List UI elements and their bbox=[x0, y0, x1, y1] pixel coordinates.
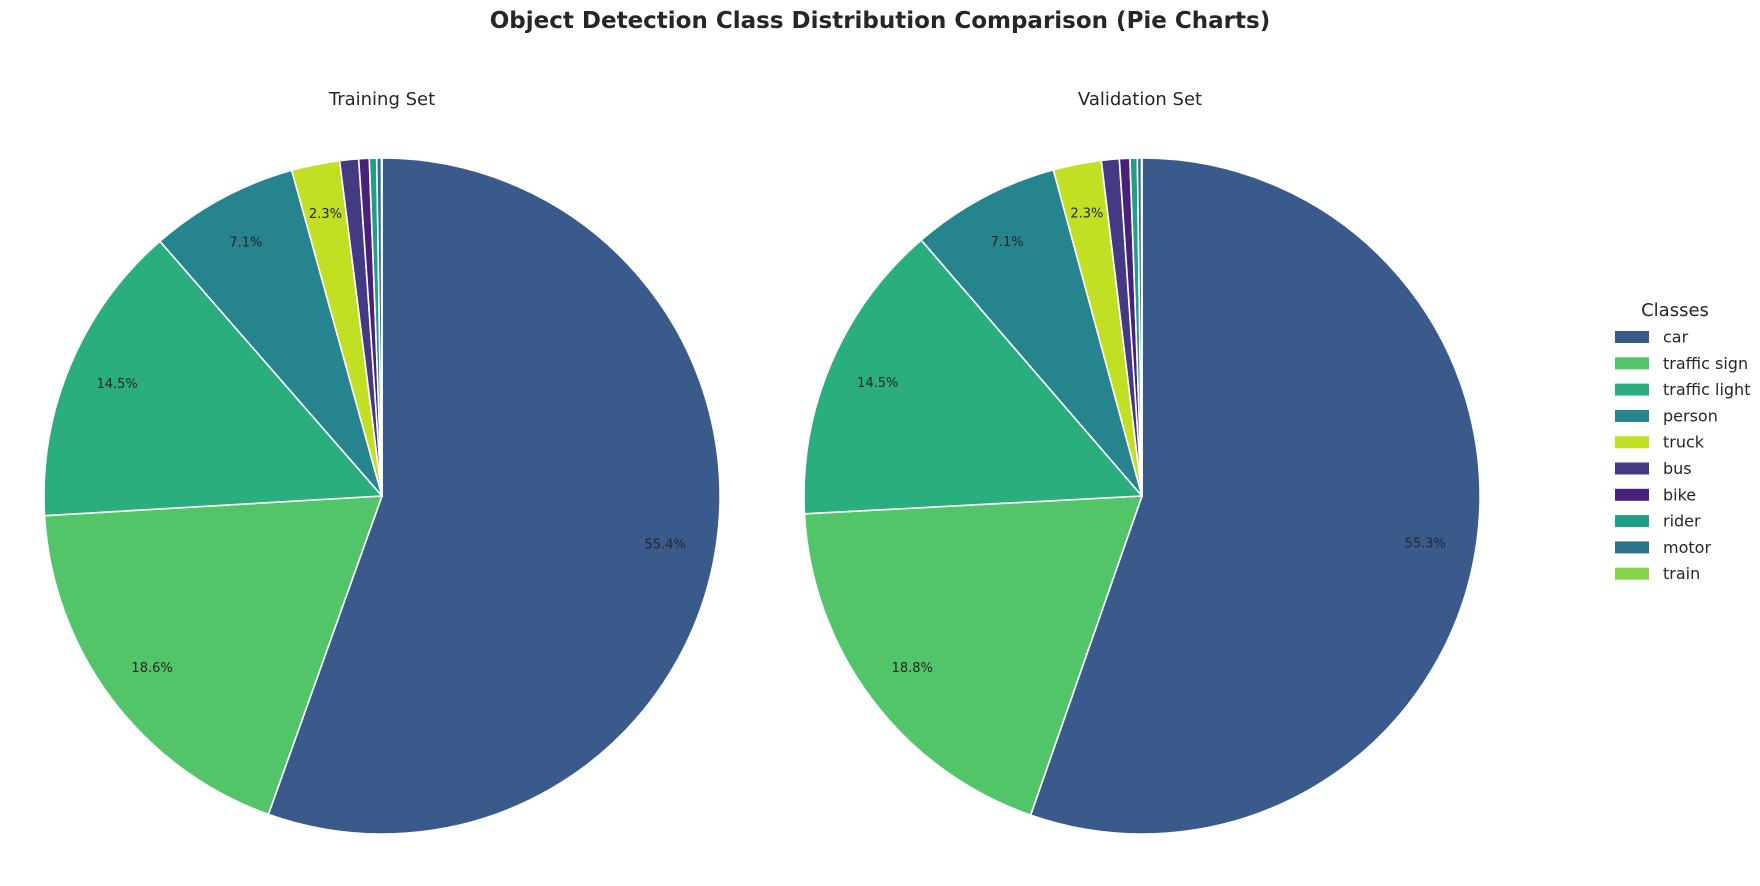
pie-labels-training: 55.4% 18.6% 14.5% 7.1% 2.3% bbox=[96, 207, 685, 676]
pie-label-validation-person: 7.1% bbox=[991, 235, 1024, 250]
pie-slice-training-traffic-sign bbox=[43, 495, 383, 816]
legend-title: Classes bbox=[1641, 300, 1709, 321]
legend-item-rider: rider bbox=[1615, 512, 1701, 531]
legend-swatch-rider bbox=[1615, 515, 1649, 528]
legend-label-motor: motor bbox=[1663, 538, 1711, 557]
legend-label-traffic-light: traffic light bbox=[1663, 380, 1750, 399]
pie-label-validation-traffic-light: 14.5% bbox=[857, 376, 898, 391]
legend: Classes car traffic sign traffic light pers… bbox=[1615, 300, 1750, 583]
pie-slice-validation-person bbox=[920, 169, 1143, 497]
legend-swatch-train bbox=[1615, 567, 1649, 580]
pie-chart-training: Training Set 55.4% 18.6% 14.5% 7.1% 2.3% bbox=[43, 89, 721, 835]
legend-item-car: car bbox=[1615, 328, 1689, 347]
legend-label-bike: bike bbox=[1663, 485, 1696, 504]
legend-label-rider: rider bbox=[1663, 512, 1701, 531]
legend-items: car traffic sign traffic light person truck b… bbox=[1615, 328, 1750, 583]
pie-slice-training-traffic-light bbox=[43, 240, 383, 517]
legend-swatch-person bbox=[1615, 409, 1649, 422]
legend-label-bus: bus bbox=[1663, 459, 1692, 478]
pie-title-training: Training Set bbox=[328, 89, 435, 110]
pie-label-validation-traffic-sign: 18.8% bbox=[892, 661, 933, 676]
legend-item-motor: motor bbox=[1615, 538, 1711, 557]
pie-label-validation-car: 55.3% bbox=[1405, 537, 1446, 552]
pie-label-training-car: 55.4% bbox=[644, 538, 685, 553]
pie-title-validation: Validation Set bbox=[1078, 89, 1202, 110]
pie-label-training-truck: 2.3% bbox=[309, 207, 342, 222]
pie-labels-validation: 55.3% 18.8% 14.5% 7.1% 2.3% bbox=[857, 207, 1446, 676]
legend-label-person: person bbox=[1663, 406, 1718, 425]
pie-label-training-traffic-light: 14.5% bbox=[96, 377, 137, 392]
legend-item-truck: truck bbox=[1615, 433, 1705, 452]
pie-slice-training-car bbox=[267, 157, 721, 835]
legend-label-traffic-sign: traffic sign bbox=[1663, 354, 1748, 373]
legend-item-bus: bus bbox=[1615, 459, 1692, 478]
figure-title: Object Detection Class Distribution Comp… bbox=[490, 8, 1270, 34]
pie-wedges-training bbox=[43, 157, 721, 835]
legend-item-bike: bike bbox=[1615, 485, 1696, 504]
pie-slice-validation-traffic-sign bbox=[803, 495, 1143, 816]
pie-slice-validation-car bbox=[1029, 157, 1481, 835]
pie-label-training-traffic-sign: 18.6% bbox=[131, 661, 172, 676]
pie-wedges-validation bbox=[803, 157, 1481, 835]
legend-swatch-truck bbox=[1615, 436, 1649, 449]
legend-item-train: train bbox=[1615, 564, 1700, 583]
pie-label-training-person: 7.1% bbox=[229, 236, 262, 251]
legend-item-traffic-sign: traffic sign bbox=[1615, 354, 1748, 373]
legend-item-person: person bbox=[1615, 406, 1718, 425]
legend-label-truck: truck bbox=[1663, 433, 1705, 452]
legend-swatch-bike bbox=[1615, 488, 1649, 501]
legend-swatch-traffic-sign bbox=[1615, 357, 1649, 370]
pie-slice-training-person bbox=[159, 169, 383, 497]
legend-swatch-traffic-light bbox=[1615, 383, 1649, 396]
legend-item-traffic-light: traffic light bbox=[1615, 380, 1750, 399]
legend-label-car: car bbox=[1663, 328, 1689, 347]
legend-label-train: train bbox=[1663, 564, 1700, 583]
legend-swatch-car bbox=[1615, 331, 1649, 343]
pie-slice-validation-traffic-light bbox=[803, 239, 1143, 515]
pie-chart-validation: Validation Set 55.3% 18.8% 14.5% 7.1% 2.3% bbox=[803, 89, 1481, 835]
legend-swatch-bus bbox=[1615, 462, 1649, 475]
pie-label-validation-truck: 2.3% bbox=[1070, 207, 1103, 222]
legend-swatch-motor bbox=[1615, 541, 1649, 554]
